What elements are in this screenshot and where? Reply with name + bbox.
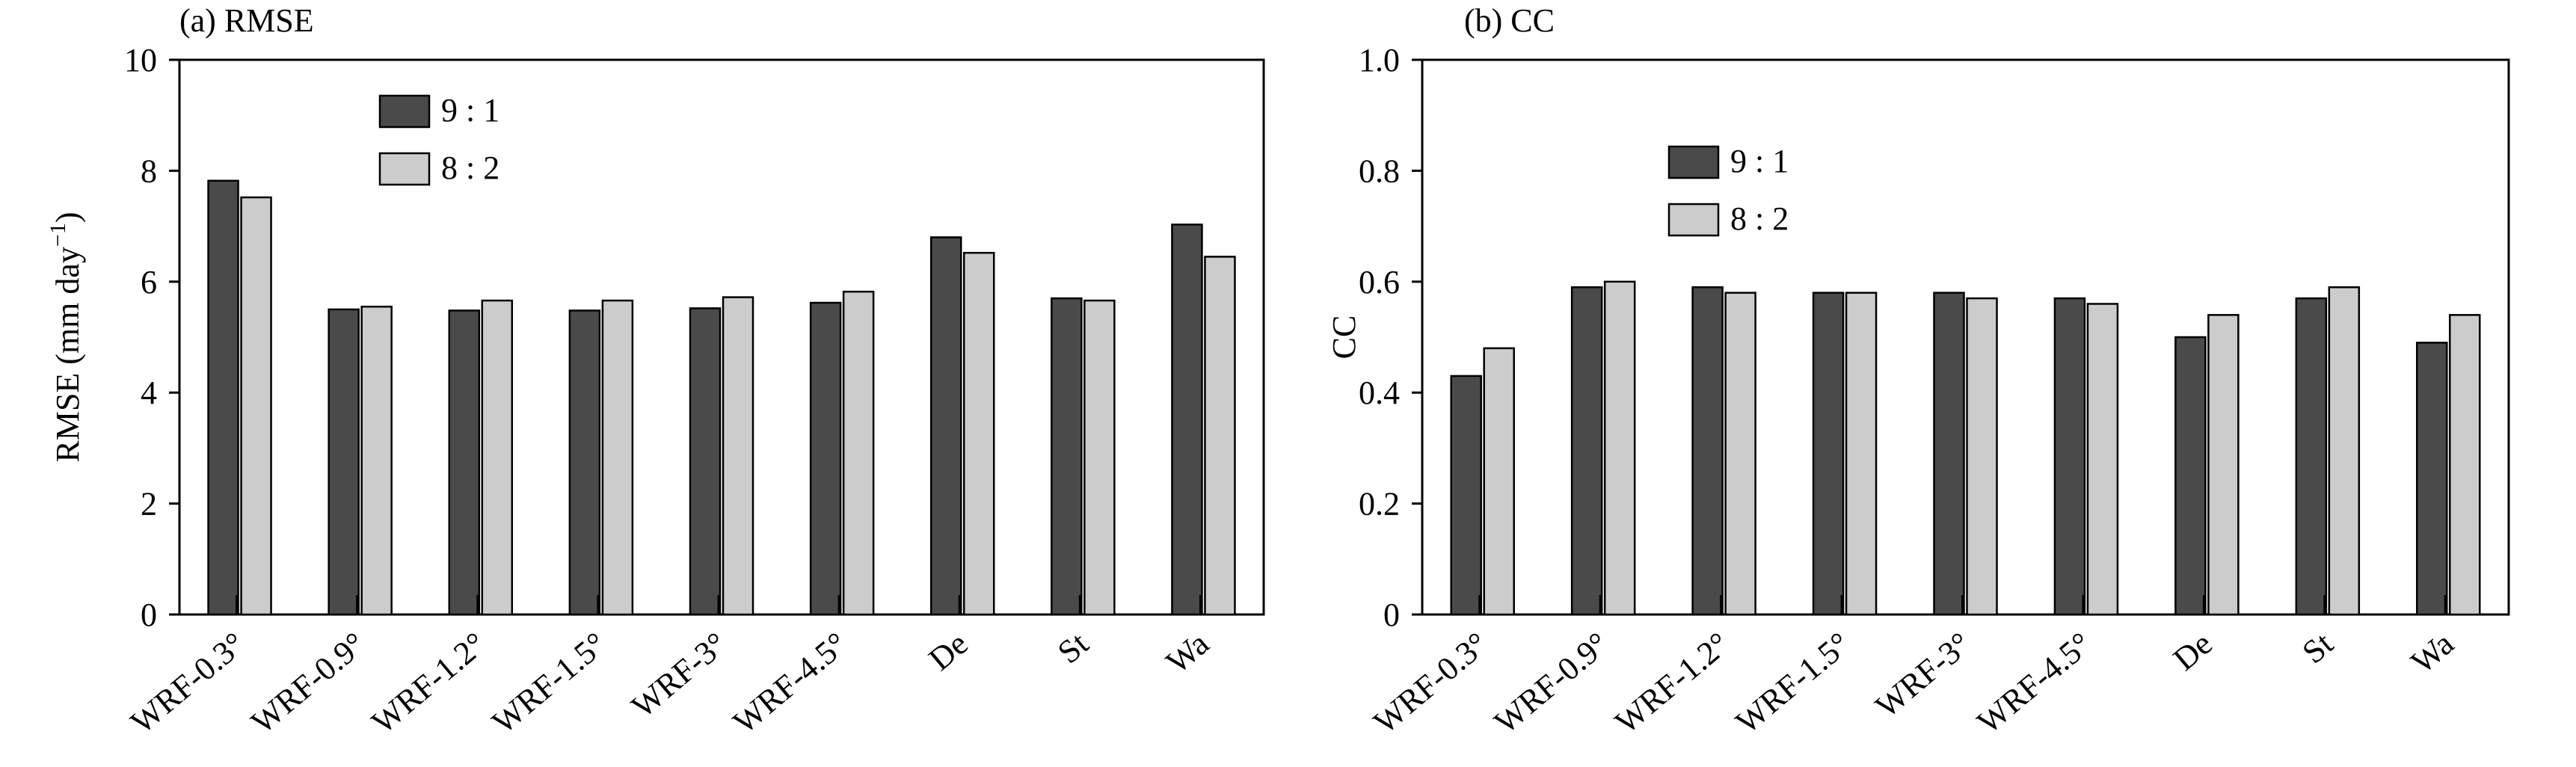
y-tick-label: 0.2 — [1359, 486, 1400, 523]
bar-series2 — [1204, 256, 1236, 616]
legend-swatch — [1667, 145, 1720, 179]
plot-frame — [1421, 58, 2510, 616]
x-tick-label: WRF-1.5° — [485, 625, 613, 741]
x-tick-label: WRF-0.3° — [1367, 625, 1495, 741]
x-tick-label: De — [922, 625, 975, 678]
y-tick-label: 2 — [141, 486, 157, 523]
bar-series2 — [1845, 292, 1878, 616]
legend-label: 8 : 2 — [1730, 200, 1789, 237]
panel-cc: (b) CC 0 0.2 0.4 0.6 0.8 1.0 CC WRF-0.3°WRF-0.9°… — [1326, 2, 2510, 741]
legend-swatch — [1667, 203, 1720, 237]
bar-series2 — [481, 299, 514, 616]
x-tick-label: WRF-0.9° — [245, 625, 372, 741]
legend-label: 9 : 1 — [1730, 143, 1789, 179]
x-tick-label: WRF-4.5° — [1970, 625, 2098, 741]
legend-label: 8 : 2 — [441, 150, 499, 186]
x-tick-label: WRF-0.3° — [124, 625, 252, 741]
bar-series1 — [809, 301, 842, 616]
x-tick-label: St — [2296, 625, 2340, 671]
bar-series2 — [1483, 347, 1515, 616]
bar-series2 — [601, 299, 634, 616]
bar-series1 — [2416, 342, 2448, 616]
bar-series1 — [328, 308, 360, 616]
x-tick-label: WRF-1.2° — [1608, 625, 1736, 741]
bar-series1 — [1051, 297, 1083, 616]
bar-series2 — [2449, 314, 2481, 616]
bar-series1 — [2295, 297, 2328, 616]
y-axis-label: RMSE (mm day−1) — [46, 212, 86, 462]
chart-title: (a) RMSE — [179, 2, 314, 39]
y-axis-label: CC — [1326, 315, 1362, 360]
y-axis-label-main: CC — [1326, 315, 1362, 360]
x-tick-label: WRF-0.9° — [1487, 625, 1615, 741]
y-tick-label: 0.8 — [1359, 153, 1400, 189]
bar-series1 — [1812, 292, 1845, 616]
bar-series1 — [448, 309, 481, 616]
bar-series2 — [722, 296, 754, 616]
y-tick-label: 8 — [141, 153, 157, 189]
bar-series2 — [360, 305, 393, 616]
legend-swatch — [378, 94, 431, 129]
bar-series1 — [929, 236, 962, 616]
plot-frame — [178, 58, 1265, 616]
x-tick-label: Wa — [1159, 625, 1216, 681]
y-tick-label: 0 — [1383, 597, 1400, 633]
bar-series1 — [207, 179, 239, 616]
x-tick-label: WRF-1.2° — [365, 625, 493, 741]
bar-series1 — [1570, 286, 1603, 616]
bar-series2 — [1603, 280, 1636, 616]
legend-label: 9 : 1 — [441, 92, 499, 129]
bar-series2 — [2328, 286, 2361, 616]
y-tick-label: 0.6 — [1359, 264, 1400, 301]
bar-series1 — [1450, 375, 1482, 616]
x-tick-label: De — [2166, 625, 2219, 678]
bar-series1 — [1171, 224, 1203, 616]
x-tick-label: WRF-1.5° — [1729, 625, 1857, 741]
bar-series1 — [689, 307, 722, 616]
bar-series1 — [2174, 336, 2207, 616]
bar-series2 — [962, 251, 995, 616]
y-tick-label: 0.4 — [1359, 375, 1400, 411]
bar-series2 — [842, 290, 875, 616]
bar-series2 — [2207, 314, 2240, 616]
legend-swatch — [378, 152, 431, 186]
x-tick-label: WRF-4.5° — [726, 625, 854, 741]
x-tick-label: St — [1051, 625, 1095, 671]
y-tick-label: 4 — [141, 375, 157, 411]
bar-series2 — [1083, 299, 1116, 616]
bar-series1 — [1933, 292, 1965, 616]
y-axis-label-sup: −1 — [46, 223, 70, 247]
x-tick-label: WRF-3° — [624, 625, 734, 725]
bar-series1 — [1691, 286, 1724, 616]
x-tick-label: Wa — [2404, 625, 2461, 681]
x-tick-label: WRF-3° — [1869, 625, 1978, 725]
bar-series1 — [568, 309, 601, 616]
y-tick-label: 0 — [141, 597, 157, 633]
bar-series2 — [1724, 292, 1756, 616]
y-tick-label: 1.0 — [1359, 42, 1400, 78]
y-tick-label: 10 — [124, 42, 157, 78]
bar-series2 — [1966, 297, 1998, 616]
bar-series2 — [240, 196, 272, 616]
bar-series1 — [2053, 297, 2086, 616]
y-axis-label-main: RMSE (mm day — [49, 247, 86, 462]
y-axis-label-close: ) — [49, 212, 86, 223]
bar-series2 — [2086, 303, 2119, 616]
chart-title: (b) CC — [1464, 2, 1555, 39]
y-tick-label: 6 — [141, 264, 157, 301]
